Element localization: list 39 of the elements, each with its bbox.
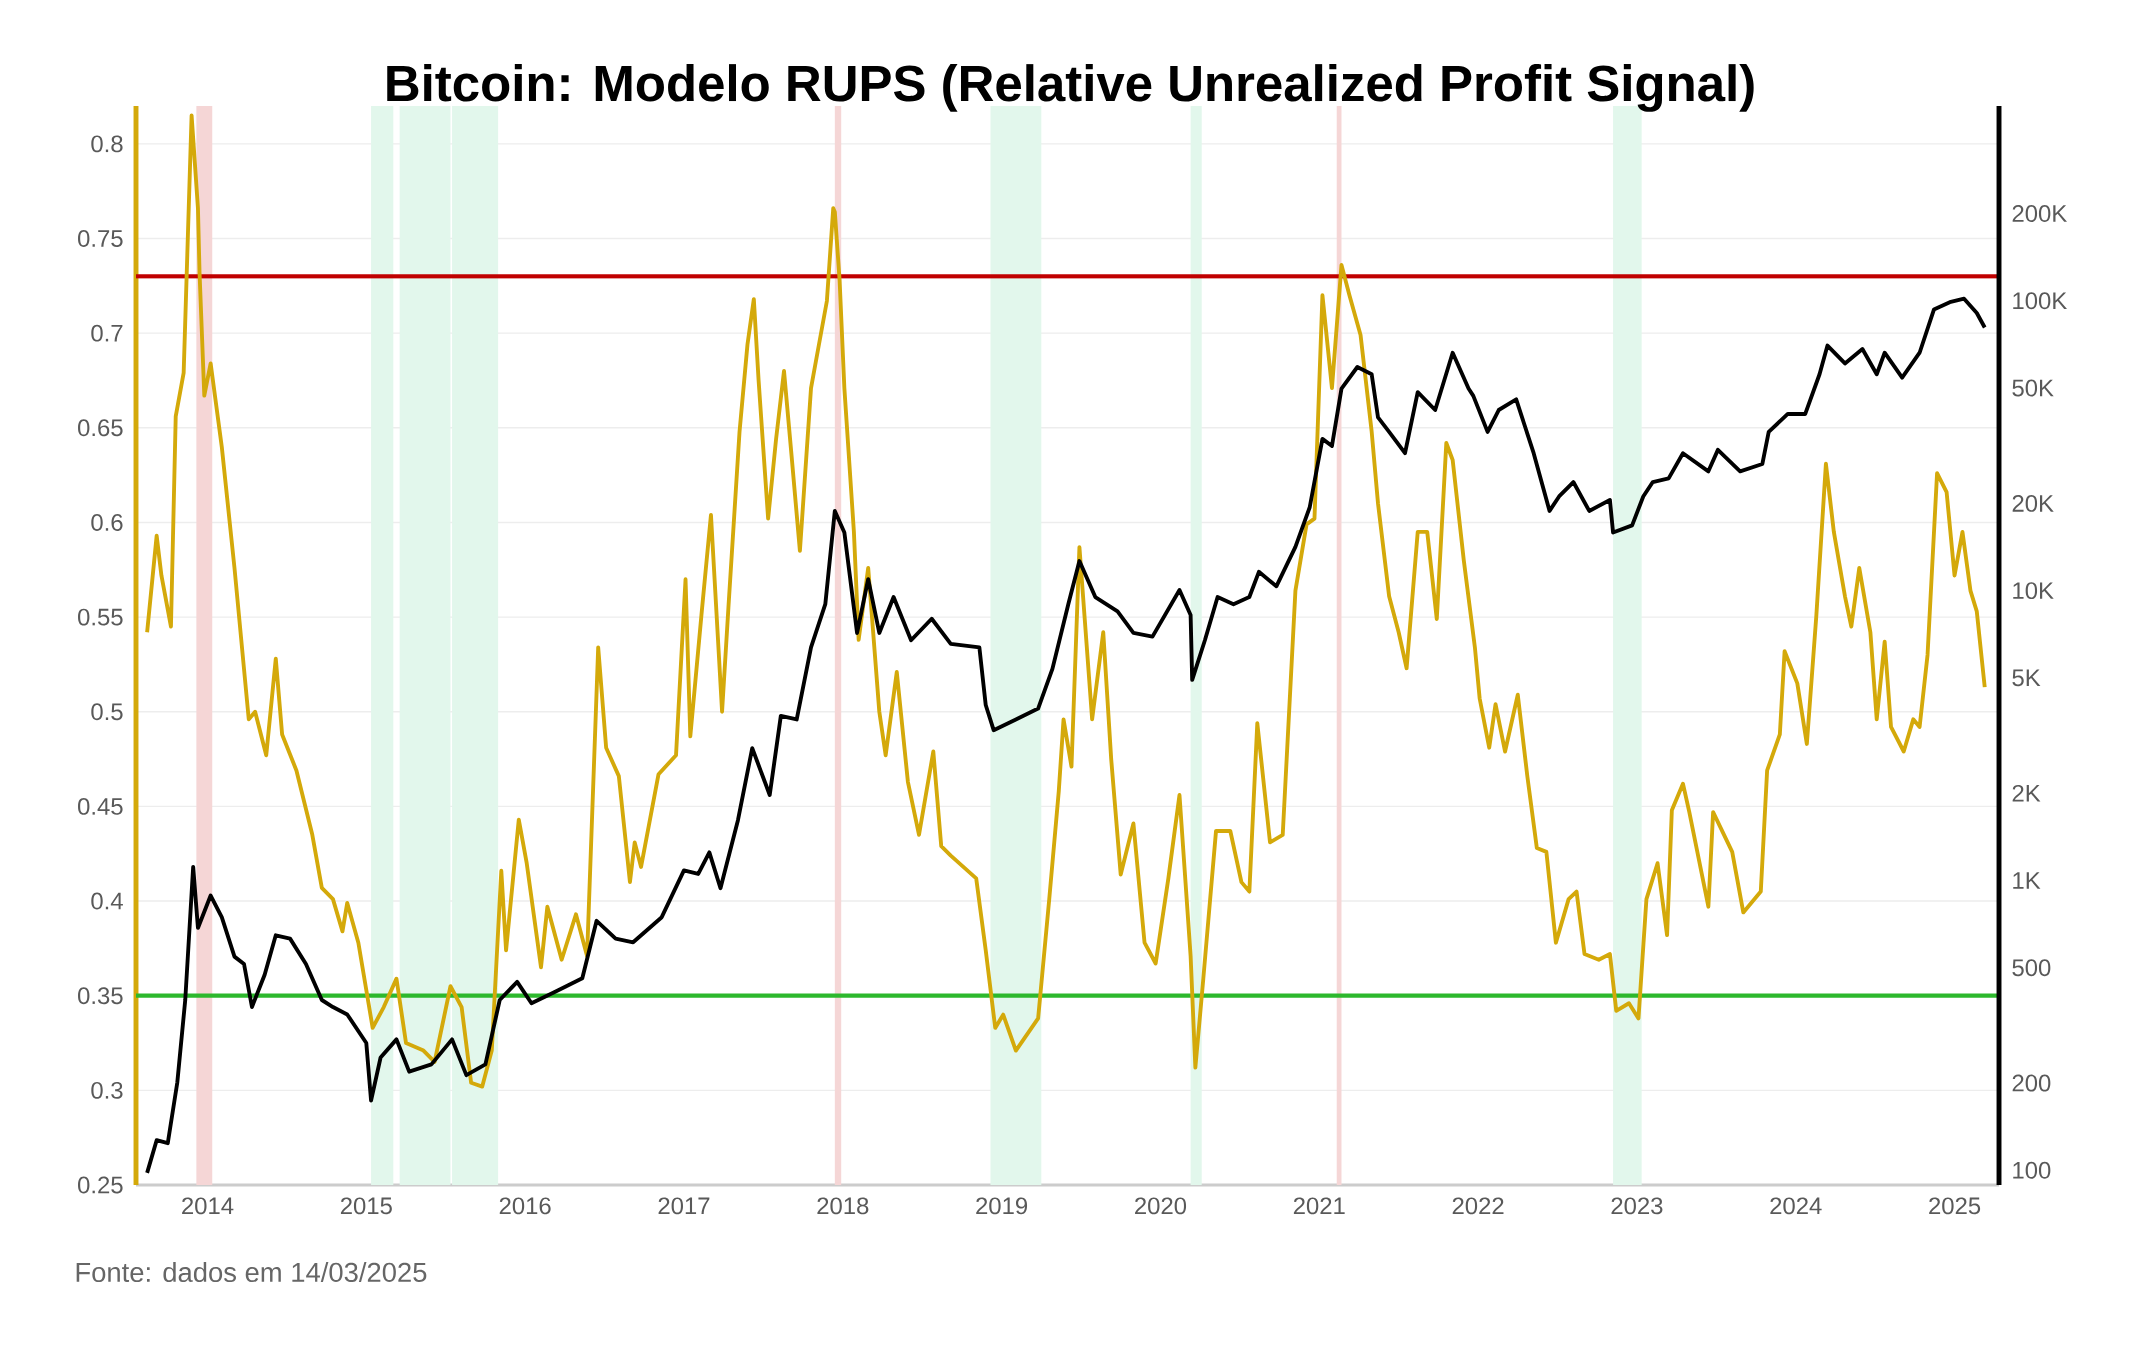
x-tick-label: 2019	[976, 1197, 1028, 1215]
x-tick-label: 2025	[1929, 1197, 1981, 1215]
y2-tick-label: 10K	[2013, 582, 2054, 600]
y2-tick-label: 200K	[2012, 205, 2068, 223]
y2-tick-label: 200	[2012, 1074, 2051, 1092]
y2-tick-label: 500	[2012, 959, 2051, 977]
x-tick-label: 2022	[1452, 1197, 1504, 1215]
x-tick-label: 2023	[1611, 1197, 1663, 1215]
y-tick-label: 0.25	[78, 1176, 123, 1194]
y-tick-label: 0.45	[78, 797, 123, 815]
y2-tick-label: 20K	[2012, 494, 2054, 512]
y-tick-label: 0.35	[78, 987, 123, 1005]
y2-tick-label: 2K	[2012, 784, 2041, 802]
y2-tick-label: 1K	[2013, 872, 2041, 889]
y-tick-label: 0.4	[91, 892, 123, 910]
x-tick-label: 2020	[1135, 1197, 1187, 1215]
y-tick-label: 0.65	[78, 419, 123, 437]
y2-tick-label: 100K	[2013, 292, 2068, 310]
line-series	[145, 296, 1987, 1175]
y2-tick-label: 5K	[2012, 669, 2041, 687]
chart-title: Bitcoin: Modelo RUPS (Relative Unrealized Profit Signal)	[387, 64, 1754, 112]
x-tick-label: 2016	[499, 1197, 551, 1215]
y-tick-label: 0.8	[91, 135, 123, 153]
line-series	[145, 113, 1987, 1089]
source-note: Fonte: dados em 14/03/2025	[76, 1261, 427, 1283]
x-tick-label: 2017	[658, 1197, 710, 1215]
y2-tick-label: 100	[2013, 1161, 2051, 1179]
x-tick-label: 2021	[1293, 1197, 1345, 1215]
x-tick-label: 2018	[817, 1197, 869, 1215]
x-tick-label: 2014	[182, 1197, 234, 1215]
y-tick-label: 0.5	[91, 703, 123, 721]
y-tick-label: 0.7	[91, 324, 123, 342]
y-tick-label: 0.6	[91, 513, 123, 531]
x-tick-label: 2024	[1770, 1197, 1822, 1215]
y-tick-label: 0.3	[91, 1081, 123, 1099]
y2-tick-label: 50K	[2012, 379, 2054, 397]
y-tick-label: 0.75	[78, 230, 123, 247]
x-tick-label: 2015	[340, 1197, 392, 1215]
y-tick-label: 0.55	[78, 608, 123, 626]
